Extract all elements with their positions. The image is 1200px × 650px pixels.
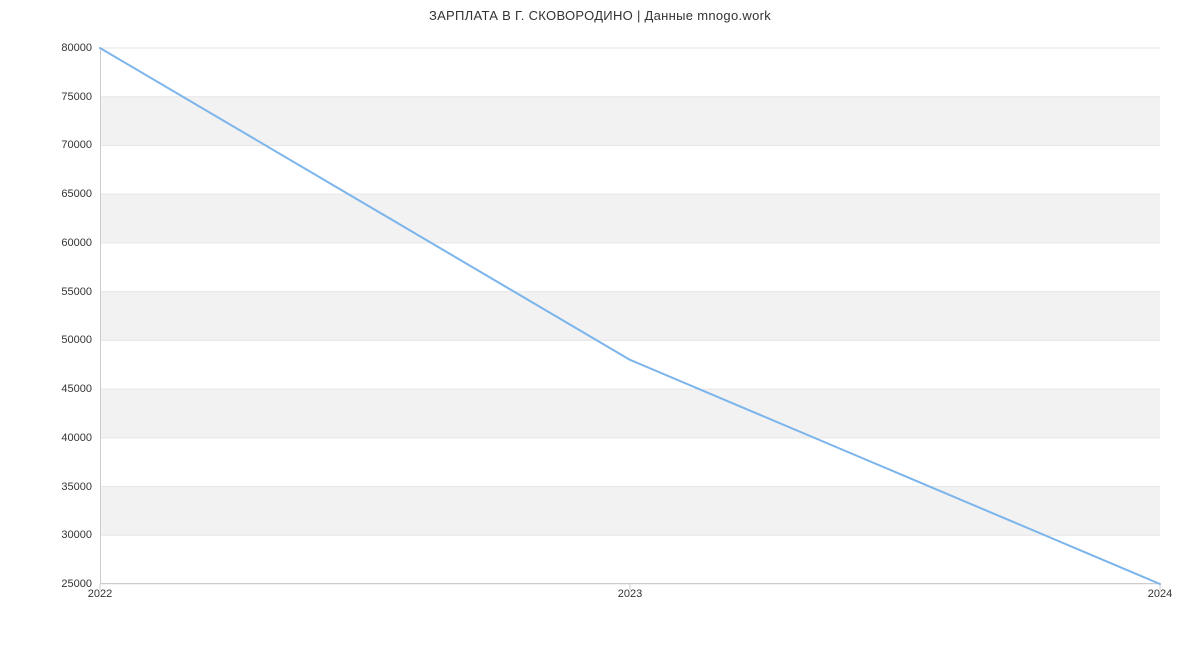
y-tick-label: 70000 — [12, 139, 92, 151]
x-tick-label: 2022 — [88, 588, 112, 600]
chart-title: ЗАРПЛАТА В Г. СКОВОРОДИНО | Данные mnogo… — [0, 8, 1200, 23]
y-tick-label: 65000 — [12, 188, 92, 200]
y-tick-label: 25000 — [12, 578, 92, 590]
y-tick-label: 75000 — [12, 91, 92, 103]
x-tick-label: 2023 — [618, 588, 642, 600]
y-tick-label: 80000 — [12, 42, 92, 54]
plot-area — [100, 48, 1160, 584]
y-tick-label: 40000 — [12, 432, 92, 444]
y-tick-label: 30000 — [12, 529, 92, 541]
y-tick-label: 35000 — [12, 481, 92, 493]
y-tick-label: 60000 — [12, 237, 92, 249]
y-tick-label: 45000 — [12, 383, 92, 395]
plot-svg — [100, 48, 1160, 592]
y-tick-label: 50000 — [12, 334, 92, 346]
salary-line-chart: ЗАРПЛАТА В Г. СКОВОРОДИНО | Данные mnogo… — [0, 0, 1200, 650]
y-tick-label: 55000 — [12, 286, 92, 298]
x-tick-label: 2024 — [1148, 588, 1172, 600]
